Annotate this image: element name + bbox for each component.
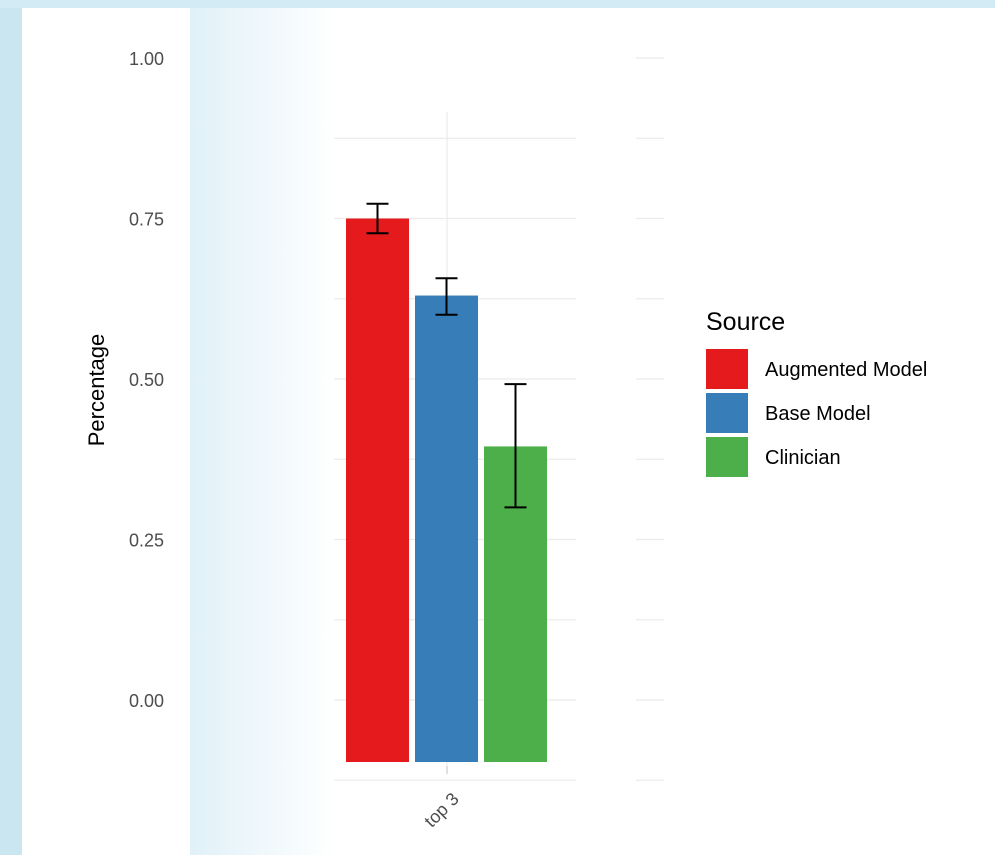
background-gradient-panel: [190, 8, 335, 855]
y-tick-label: 0.50: [129, 370, 164, 390]
y-axis-title: Percentage: [84, 334, 109, 447]
background-top-strip: [0, 0, 995, 8]
legend-title: Source: [706, 308, 785, 336]
legend-label: Augmented Model: [765, 359, 927, 381]
error-bars: [366, 202, 527, 509]
x-tick-labels: top 3: [420, 766, 463, 831]
y-tick-labels: 0.00 0.25 0.50 0.75 1.00: [129, 49, 164, 711]
legend-swatch: [706, 393, 748, 433]
legend: Source Augmented Model Base Model Clinicia…: [706, 308, 927, 477]
y-tick-label: 0.00: [129, 691, 164, 711]
y-tick-label: 0.75: [129, 210, 164, 230]
bars: [346, 218, 547, 762]
y-tick-label: 1.00: [129, 49, 164, 69]
legend-swatch: [706, 437, 748, 477]
legend-label: Base Model: [765, 403, 871, 425]
legend-label: Clinician: [765, 447, 841, 469]
legend-swatch: [706, 349, 748, 389]
background-left-panel: [0, 0, 22, 855]
x-tick-label: top 3: [420, 789, 462, 831]
bar-augmented-model: [346, 218, 409, 762]
bar-base-model: [415, 295, 478, 762]
y-tick-label: 0.25: [129, 531, 164, 551]
